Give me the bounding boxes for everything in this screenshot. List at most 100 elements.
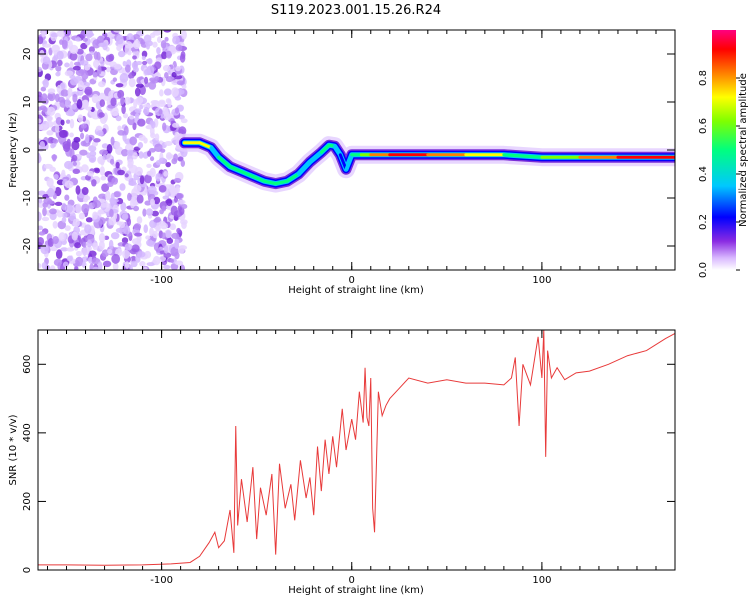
ridge-segment <box>308 150 323 164</box>
noise-blob <box>146 262 155 267</box>
noise-blob <box>100 202 108 208</box>
noise-blob <box>174 260 184 266</box>
noise-blob <box>119 183 126 191</box>
noise-blob <box>142 60 148 66</box>
noise-blob <box>52 235 59 245</box>
noise-blob <box>50 143 55 149</box>
noise-blob <box>115 115 122 122</box>
ridge-segment <box>198 141 213 150</box>
noise-blob <box>139 104 144 110</box>
noise-blob <box>110 158 115 165</box>
noise-blob <box>106 143 113 154</box>
noise-blob <box>124 96 131 105</box>
noise-blob <box>124 64 131 73</box>
noise-blob <box>134 87 141 97</box>
noise-blob <box>81 186 89 196</box>
noise-blob <box>112 77 118 82</box>
noise-blob <box>92 242 99 251</box>
noise-blob <box>139 175 145 185</box>
noise-blob <box>56 210 64 218</box>
noise-blob <box>75 250 83 257</box>
noise-blob <box>158 101 166 108</box>
noise-blob <box>77 114 84 123</box>
noise-blob <box>79 132 85 140</box>
noise-blob <box>145 42 150 50</box>
noise-blob <box>98 112 105 118</box>
noise-blob <box>72 218 80 228</box>
noise-blob <box>109 208 114 218</box>
noise-blob <box>74 37 82 42</box>
colorbar-label: Normalized spectral amplitude <box>738 73 749 227</box>
noise-blob <box>132 34 140 40</box>
noise-blob <box>85 53 93 62</box>
noise-blob <box>53 258 63 267</box>
noise-blob <box>64 225 71 232</box>
noise-blob <box>133 39 141 50</box>
noise-blob <box>122 225 131 235</box>
noise-blob <box>113 30 123 33</box>
noise-blob <box>41 262 47 270</box>
noise-blob <box>64 62 70 68</box>
noise-blob <box>69 52 78 61</box>
noise-blob <box>163 30 172 33</box>
noise-blob <box>38 211 42 222</box>
noise-blob <box>88 154 97 163</box>
noise-blob <box>154 143 163 153</box>
noise-blob <box>162 195 170 200</box>
noise-blob <box>169 223 177 231</box>
noise-blob <box>88 145 97 152</box>
noise-blob <box>163 264 171 270</box>
noise-blob <box>71 154 78 162</box>
noise-blob <box>151 210 159 217</box>
noise-blob <box>61 169 66 178</box>
noise-blob <box>69 132 74 138</box>
noise-blob <box>137 251 146 258</box>
noise-blob <box>171 122 180 128</box>
noise-blob <box>79 149 88 156</box>
noise-blob <box>61 216 67 223</box>
noise-blob <box>82 197 89 203</box>
spectrogram-x-ticks: -100 0 100 <box>47 30 676 286</box>
noise-blob <box>42 78 49 89</box>
noise-blob <box>98 240 105 251</box>
noise-blob <box>73 136 81 143</box>
noise-blob <box>147 150 152 157</box>
ridge-segment <box>274 179 289 186</box>
y-tick-label: -10 <box>22 190 33 206</box>
noise-blob <box>75 203 82 214</box>
noise-blob <box>150 132 156 139</box>
noise-blob <box>173 177 181 183</box>
noise-blob <box>92 71 99 78</box>
noise-blob <box>122 60 127 67</box>
noise-blob <box>91 141 99 147</box>
noise-blob <box>81 256 89 262</box>
noise-blob <box>152 230 158 239</box>
noise-blob <box>38 36 44 45</box>
noise-blob <box>92 211 98 220</box>
noise-blob <box>161 51 168 60</box>
noise-blob <box>147 58 153 65</box>
noise-blob <box>135 83 144 88</box>
noise-blob <box>42 207 47 217</box>
noise-blob <box>100 175 107 181</box>
noise-blob <box>53 173 59 180</box>
noise-blob <box>47 94 54 100</box>
noise-blob <box>54 201 63 207</box>
noise-blob <box>65 119 71 124</box>
noise-blob <box>145 235 151 240</box>
noise-blob <box>89 150 97 157</box>
noise-blob <box>154 133 160 141</box>
noise-blob <box>121 149 129 157</box>
noise-blob <box>156 248 161 253</box>
noise-blob <box>174 95 182 101</box>
colorbar-tick-label: 0.2 <box>698 214 709 230</box>
noise-blob <box>174 251 180 260</box>
noise-blob <box>51 44 60 53</box>
noise-blob <box>101 143 109 149</box>
noise-blob <box>42 43 52 48</box>
noise-blob <box>180 118 188 124</box>
noise-blob <box>98 209 105 215</box>
noise-blob <box>91 179 97 187</box>
noise-blob <box>85 32 95 37</box>
